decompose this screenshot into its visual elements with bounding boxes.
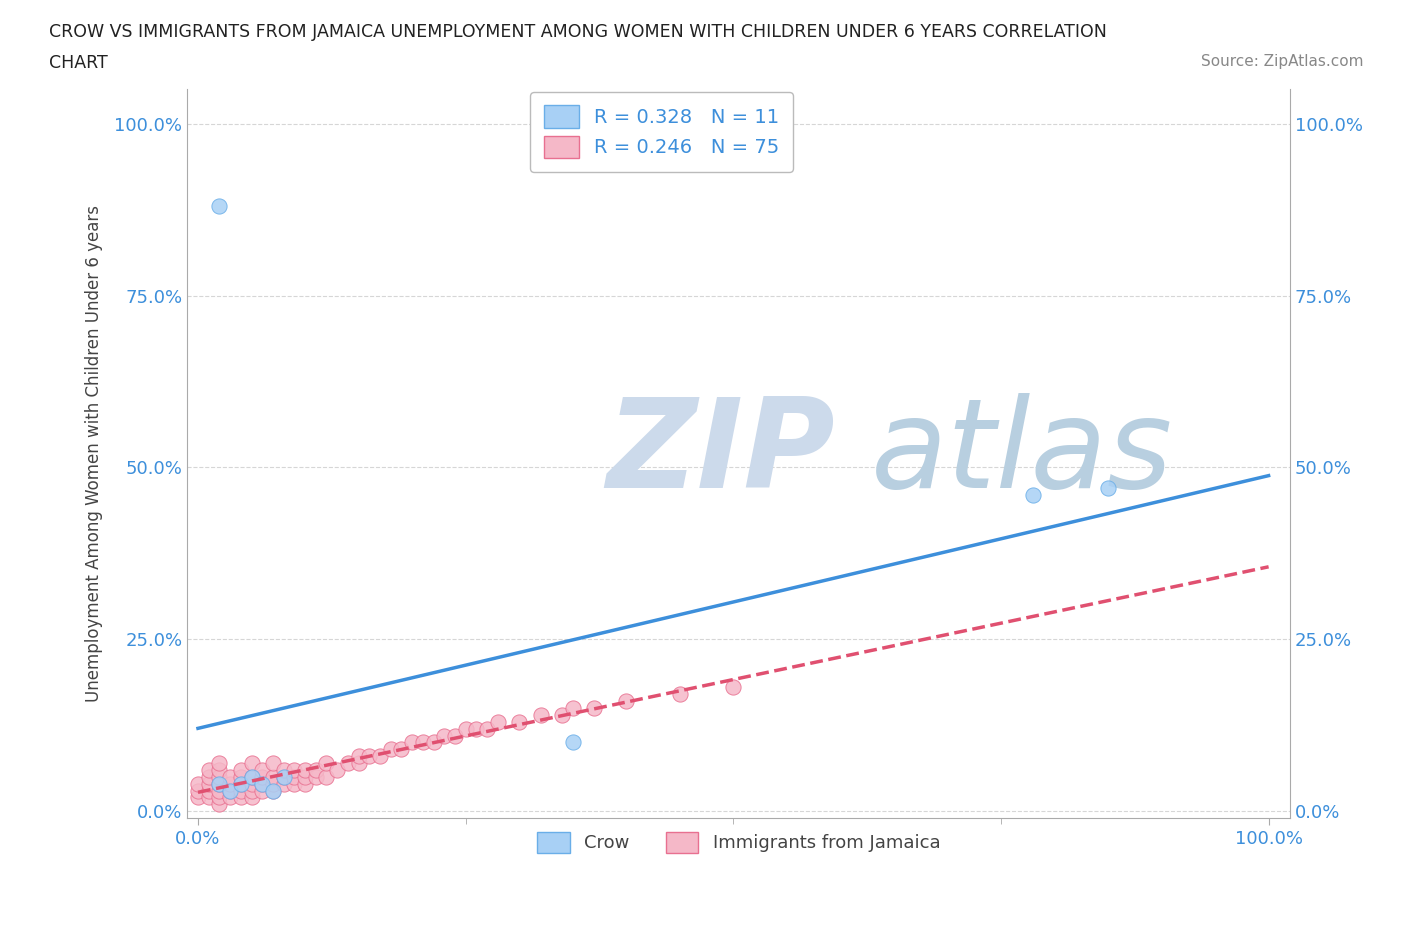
Point (347, 749, 370, 764)
Point (294, 763, 316, 777)
Point (250, 769, 273, 784)
Point (208, 777, 231, 791)
Y-axis label: Unemployment Among Women with Children Under 6 years: Unemployment Among Women with Children U… (86, 206, 103, 702)
Point (208, 790, 231, 805)
Point (359, 749, 381, 764)
Point (208, 756, 231, 771)
Point (240, 783, 263, 798)
Point (229, 769, 252, 784)
Point (197, 783, 219, 798)
Point (197, 763, 219, 777)
Point (197, 790, 219, 805)
Point (283, 763, 305, 777)
Point (262, 756, 284, 771)
Point (208, 763, 231, 777)
Point (444, 728, 467, 743)
Point (1022, 487, 1045, 502)
Point (723, 680, 745, 695)
Point (229, 783, 252, 798)
Point (197, 777, 219, 791)
Point (219, 769, 242, 784)
Text: Source: ZipAtlas.com: Source: ZipAtlas.com (1201, 54, 1364, 69)
Point (283, 777, 305, 791)
Point (401, 735, 423, 750)
Point (262, 783, 284, 798)
Point (262, 777, 284, 791)
Point (508, 714, 530, 729)
Point (250, 777, 273, 791)
Point (668, 687, 690, 702)
Point (305, 769, 328, 784)
Point (208, 797, 231, 812)
Point (273, 763, 295, 777)
Point (219, 777, 242, 791)
Point (475, 722, 498, 737)
Point (208, 769, 231, 784)
Point (561, 735, 583, 750)
Point (283, 769, 305, 784)
Point (315, 769, 337, 784)
Point (273, 777, 295, 791)
Point (326, 763, 349, 777)
Point (305, 763, 328, 777)
Text: CHART: CHART (49, 54, 108, 72)
Point (551, 708, 574, 723)
Point (250, 777, 273, 791)
Point (240, 769, 263, 784)
Point (250, 763, 273, 777)
Point (1097, 481, 1119, 496)
Point (240, 769, 263, 784)
Point (187, 783, 209, 798)
Point (262, 769, 284, 784)
Point (561, 700, 583, 715)
Point (240, 790, 263, 805)
Point (229, 777, 252, 791)
Point (412, 735, 434, 750)
Text: atlas: atlas (870, 393, 1173, 514)
Point (229, 777, 252, 791)
Point (240, 777, 263, 791)
Point (229, 763, 252, 777)
Legend: Crow, Immigrants from Jamaica: Crow, Immigrants from Jamaica (530, 825, 948, 860)
Point (433, 728, 456, 743)
Point (273, 769, 295, 784)
Point (208, 783, 231, 798)
Text: CROW VS IMMIGRANTS FROM JAMAICA UNEMPLOYMENT AMONG WOMEN WITH CHILDREN UNDER 6 Y: CROW VS IMMIGRANTS FROM JAMAICA UNEMPLOY… (49, 23, 1107, 41)
Point (336, 756, 359, 771)
Text: ZIP: ZIP (606, 393, 835, 514)
Point (454, 722, 477, 737)
Point (389, 742, 412, 757)
Point (347, 756, 370, 771)
Point (187, 777, 209, 791)
Point (422, 735, 444, 750)
Point (262, 783, 284, 798)
Point (208, 199, 231, 214)
Point (219, 790, 242, 805)
Point (240, 756, 263, 771)
Point (208, 777, 231, 791)
Point (380, 742, 402, 757)
Point (315, 756, 337, 771)
Point (219, 783, 242, 798)
Point (294, 777, 316, 791)
Point (294, 769, 316, 784)
Point (219, 783, 242, 798)
Point (250, 783, 273, 798)
Point (229, 790, 252, 805)
Point (187, 790, 209, 805)
Point (368, 749, 391, 764)
Point (197, 769, 219, 784)
Point (486, 714, 509, 729)
Point (465, 722, 488, 737)
Point (529, 708, 551, 723)
Point (583, 700, 606, 715)
Point (273, 769, 295, 784)
Point (614, 694, 637, 709)
